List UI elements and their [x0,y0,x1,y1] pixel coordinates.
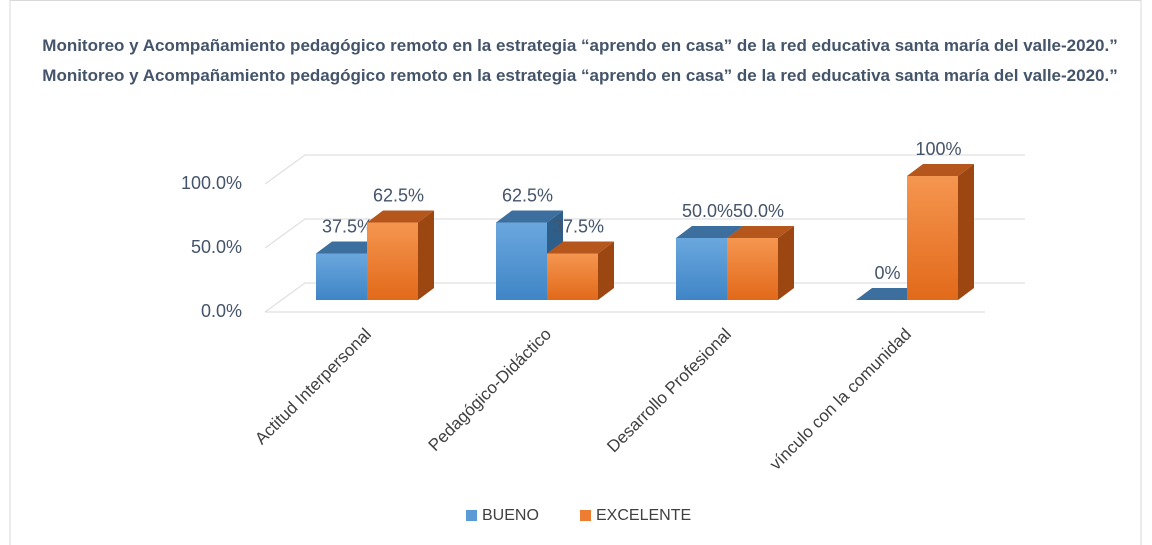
data-label: 37.5% [322,216,373,236]
data-label: 50.0% [733,201,784,221]
bar-top [316,241,383,254]
data-label: 62.5% [502,185,553,205]
bar-top [547,241,614,254]
bar-top [496,210,563,223]
bar-top [907,164,974,176]
legend-swatch [580,510,591,521]
title-line: Monitoreo y Acompañamiento pedagógico re… [42,66,1117,85]
y-tick-label: 100.0% [181,173,242,193]
bar [496,222,547,300]
bar [727,238,778,300]
bar [907,176,958,300]
grid-line [264,154,1025,185]
grid-line [264,218,1025,249]
bar [676,238,727,300]
legend-swatch [466,510,477,521]
y-tick-label: 0.0% [201,301,242,321]
chart-title: Monitoreo y Acompañamiento pedagógico re… [42,36,1117,85]
data-label: 62.5% [373,185,424,205]
bar-side [418,210,434,300]
bar-top [676,226,743,238]
data-label: 100% [915,139,961,159]
bar-top [856,288,923,300]
data-label: 0% [874,263,900,283]
bar-top [727,226,794,238]
legend-label: BUENO [482,507,539,524]
data-label: 50.0% [682,201,733,221]
bar [316,253,367,300]
y-tick-label: 50.0% [191,237,242,257]
title-line: Monitoreo y Acompañamiento pedagógico re… [42,36,1117,55]
bar-side [778,226,794,300]
data-label: 37.5% [553,216,604,236]
bar [547,253,598,300]
bar-top [367,210,434,223]
bar [367,222,418,300]
bar-side [598,241,614,300]
bar-side [958,164,974,300]
legend-label: EXCELENTE [596,507,691,524]
